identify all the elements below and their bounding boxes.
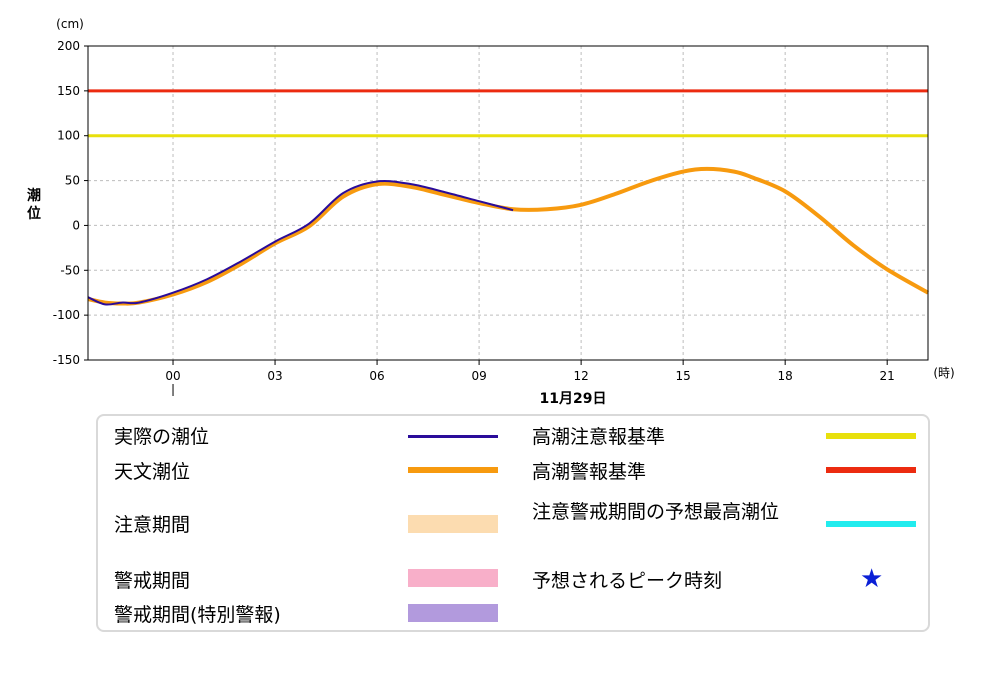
y-tick-label: 200	[57, 39, 80, 53]
series-line	[87, 180, 514, 306]
x-tick-label: 18	[778, 369, 793, 383]
legend-label: 高潮注意報基準	[532, 426, 666, 448]
plot-frame	[87, 45, 929, 361]
x-tick-label: 00	[165, 369, 180, 383]
legend-label: 警戒期間	[114, 570, 191, 592]
legend-label: 実際の潮位	[114, 426, 210, 448]
y-tick-label: 50	[65, 174, 80, 188]
legend-label: 予想されるピーク時刻	[532, 570, 723, 592]
legend-swatch	[826, 467, 916, 473]
legend-swatch	[826, 433, 916, 439]
legend-swatch	[408, 467, 498, 473]
y-axis: 200 150 100 50 0 -50 -100 -150	[53, 39, 88, 367]
y-axis-title: 潮位	[27, 187, 41, 222]
x-axis: 00 03 06 09 12 15 18 21	[165, 360, 895, 396]
x-tick-label: 03	[267, 369, 282, 383]
x-unit-label: (時)	[933, 366, 954, 380]
reference-lines	[88, 89, 928, 138]
legend-swatch	[408, 604, 498, 622]
legend-swatch	[408, 515, 498, 533]
star-icon: ★	[860, 564, 884, 594]
y-tick-label: 150	[57, 84, 80, 98]
series-lines	[87, 166, 929, 306]
x-tick-label: 15	[676, 369, 691, 383]
y-tick-label: -150	[53, 353, 80, 367]
legend-swatch	[408, 434, 498, 438]
y-tick-label: -100	[53, 308, 80, 322]
legend-label: 注意警戒期間の予想最高潮位	[532, 501, 780, 523]
legend-swatch	[826, 521, 916, 527]
tide-chart: 200 150 100 50 0 -50 -100 -150 00 03 06 09 12 15 18 21…	[27, 17, 955, 407]
x-tick-label: 09	[471, 369, 486, 383]
legend-label: 天文潮位	[114, 461, 191, 483]
date-label: 11月29日	[540, 391, 607, 407]
legend-swatch	[408, 569, 498, 587]
y-tick-label: -50	[60, 263, 80, 277]
y-tick-label: 0	[72, 218, 80, 232]
x-tick-label: 06	[369, 369, 384, 383]
y-unit-label: (cm)	[56, 17, 84, 31]
legend-label: 高潮警報基準	[532, 461, 647, 483]
series-line	[87, 166, 929, 306]
legend-label: 注意期間	[114, 514, 191, 536]
x-tick-label: 21	[880, 369, 895, 383]
x-tick-label: 12	[573, 369, 588, 383]
legend-label: 警戒期間(特別警報)	[114, 604, 281, 626]
legend-box: 実際の潮位天文潮位注意期間警戒期間警戒期間(特別警報) 高潮注意報基準 高潮警報基準…	[96, 414, 930, 632]
y-tick-label: 100	[57, 129, 80, 143]
